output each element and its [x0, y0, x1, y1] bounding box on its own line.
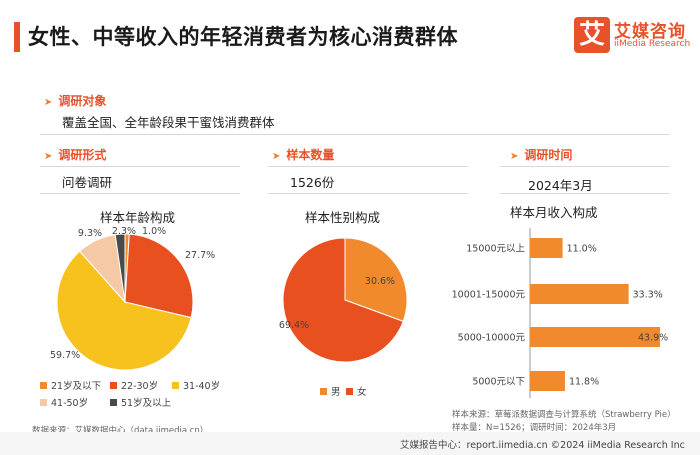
logo-mark: 艾 [574, 17, 610, 53]
logo-english-name: iiMedia Research [614, 39, 691, 49]
data-label: 33.3% [633, 290, 663, 301]
legend-item: 41-50岁 [40, 395, 88, 409]
legend-label: 21岁及以下 [51, 381, 102, 392]
gender-chart-title: 样本性别构成 [305, 210, 381, 225]
divider [268, 166, 468, 167]
divider [268, 193, 468, 194]
legend-swatch [110, 399, 117, 406]
data-source-note: 数据来源：艾媒数据中心（data.iimedia.cn） [32, 426, 209, 436]
survey-time-value: 2024年3月 [528, 178, 593, 193]
data-label: 11.8% [569, 377, 599, 388]
legend-label: 31-40岁 [183, 381, 221, 392]
pie-slice-男 [344, 237, 408, 323]
legend-swatch [40, 382, 47, 389]
sample-size-note: 样本量：N=1526；调研时间：2024年3月 [452, 423, 617, 433]
pie-slice-22-30岁 [124, 233, 194, 319]
category-label: 5000元以下 [472, 377, 525, 388]
legend-swatch [110, 382, 117, 389]
brand-logo: 艾 艾媒咨询 iiMedia Research [574, 17, 694, 57]
title-accent-bar [14, 22, 20, 52]
gender-pie-chart: 30.6% 69.4% [279, 237, 408, 363]
sample-size-value: 1526份 [290, 175, 335, 190]
divider [500, 193, 670, 194]
legend-item: 31-40岁 [172, 378, 220, 392]
divider [40, 193, 240, 194]
legend-item: 21岁及以下 [40, 378, 101, 392]
survey-object-value: 覆盖全国、全年龄段果干蜜饯消费群体 [62, 115, 275, 130]
data-label: 1.0% [142, 226, 166, 237]
age-pie-chart: 1.0% 27.7% 59.7% 9.3% 2.3% [50, 226, 215, 370]
data-label: 9.3% [78, 228, 102, 239]
legend-label: 41-50岁 [51, 398, 89, 409]
sample-size-label: ➤ 样本数量 [272, 148, 335, 162]
divider [40, 166, 240, 167]
legend-swatch [172, 382, 179, 389]
page-title: 女性、中等收入的年轻消费者为核心消费群体 [28, 25, 458, 49]
arrow-icon: ➤ [44, 97, 53, 108]
income-bar-chart: 15000元以上 11.0% 10001-15000元 33.3% 5000-10000… [452, 228, 668, 398]
bar [530, 371, 565, 391]
income-chart-title: 样本月收入构成 [510, 205, 598, 220]
sample-source-note: 样本来源：草莓派数据调查与计算系统（Strawberry Pie） [452, 410, 676, 420]
age-chart-title: 样本年龄构成 [100, 210, 176, 225]
legend-item: 22-30岁 [110, 378, 158, 392]
data-label: 2.3% [112, 226, 136, 237]
logo-chinese-name: 艾媒咨询 [614, 22, 686, 42]
category-label: 5000-10000元 [458, 333, 526, 344]
bar [530, 238, 563, 258]
legend-label: 51岁及以上 [121, 398, 172, 409]
category-label: 10001-15000元 [452, 290, 526, 301]
footer-text: 艾媒报告中心：report.iimedia.cn ©2024 iiMedia R… [400, 440, 685, 451]
arrow-icon: ➤ [44, 151, 53, 162]
legend-item: 51岁及以上 [110, 395, 171, 409]
data-label: 69.4% [279, 320, 309, 331]
survey-form-value: 问卷调研 [62, 175, 113, 190]
data-label: 11.0% [567, 244, 597, 255]
arrow-icon: ➤ [272, 151, 281, 162]
data-label: 59.7% [50, 350, 80, 361]
arrow-icon: ➤ [510, 151, 519, 162]
legend-item: 女 [346, 384, 367, 398]
pie-slice-31-40岁 [56, 250, 192, 370]
category-label: 15000元以上 [466, 244, 525, 255]
footer-bar [0, 432, 700, 455]
divider [500, 166, 670, 167]
pie-slice-女 [282, 237, 404, 363]
legend-swatch [40, 399, 47, 406]
legend-item: 男 [320, 384, 341, 398]
data-label: 27.7% [185, 250, 215, 261]
divider [40, 134, 670, 135]
survey-time-label: ➤ 调研时间 [510, 148, 573, 162]
data-label: 30.6% [365, 276, 395, 287]
survey-object-label: ➤ 调研对象 [44, 94, 107, 108]
legend-label: 女 [357, 387, 367, 398]
bar [530, 284, 629, 304]
legend-label: 22-30岁 [121, 381, 159, 392]
pie-slice-51岁及以上 [114, 233, 126, 303]
legend-swatch [346, 388, 353, 395]
data-label: 43.9% [638, 333, 668, 344]
legend-label: 男 [331, 387, 341, 398]
survey-form-label: ➤ 调研形式 [44, 148, 107, 162]
legend-swatch [320, 388, 327, 395]
bar [530, 327, 660, 347]
